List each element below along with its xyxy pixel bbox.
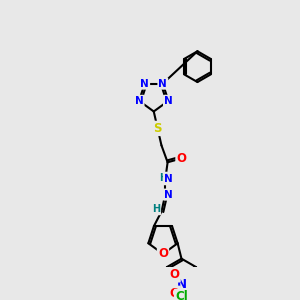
Text: N: N: [135, 96, 143, 106]
Text: O: O: [158, 248, 168, 260]
Text: H: H: [159, 173, 167, 183]
Text: S: S: [153, 122, 162, 135]
Text: N: N: [140, 79, 149, 88]
Text: Cl: Cl: [175, 290, 188, 300]
Text: O: O: [169, 268, 180, 281]
Text: N: N: [177, 278, 187, 291]
Text: N: N: [158, 79, 167, 88]
Text: O: O: [169, 287, 180, 300]
Text: O: O: [176, 152, 187, 165]
Text: N: N: [164, 174, 173, 184]
Text: N: N: [164, 96, 173, 106]
Text: H: H: [152, 204, 160, 214]
Text: N: N: [164, 190, 173, 200]
